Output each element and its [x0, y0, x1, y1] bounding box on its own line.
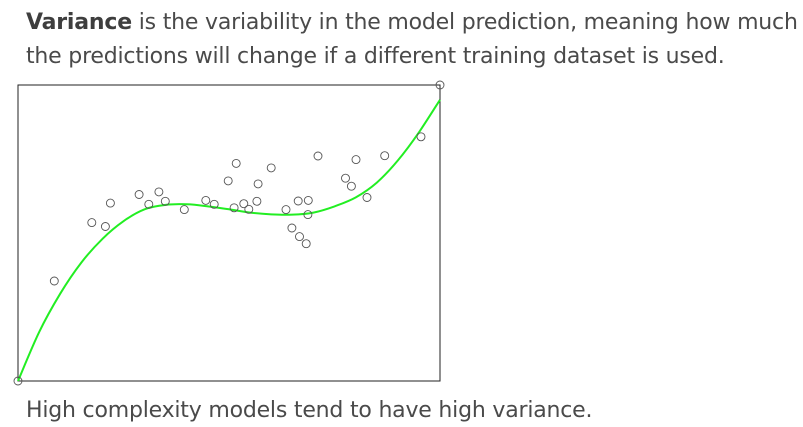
footer-text: High complexity models tend to have high…: [26, 398, 593, 423]
fit-line-layer: [17, 99, 441, 382]
data-point: [244, 204, 254, 214]
data-point: [303, 195, 313, 205]
data-point: [239, 199, 249, 209]
data-point: [105, 198, 115, 208]
data-point: [179, 205, 189, 215]
data-point: [100, 222, 110, 231]
data-point: [266, 163, 276, 173]
data-point: [301, 239, 311, 249]
data-point: [223, 176, 233, 186]
data-point: [346, 181, 356, 191]
data-point: [144, 199, 154, 209]
data-point: [229, 203, 239, 213]
data-point: [435, 80, 445, 90]
data-point: [380, 151, 390, 161]
data-point: [87, 218, 97, 228]
data-point: [160, 196, 170, 206]
data-point: [49, 276, 59, 286]
data-point: [295, 232, 304, 242]
data-point: [201, 195, 211, 205]
data-point: [154, 187, 164, 197]
data-point: [252, 196, 262, 206]
data-point: [416, 132, 426, 142]
intro-paragraph: Variance is the variability in the model…: [26, 6, 801, 74]
intro-bold-term: Variance: [26, 10, 132, 35]
data-point: [13, 376, 23, 386]
data-point: [231, 158, 241, 168]
chart-frame: [17, 84, 441, 382]
data-point: [341, 173, 350, 183]
data-point: [351, 155, 361, 165]
data-point: [287, 223, 297, 233]
intro-rest-text: is the variability in the model predicti…: [26, 10, 798, 69]
data-point: [362, 193, 372, 202]
data-point: [134, 190, 144, 199]
data-point: [253, 179, 263, 189]
data-point: [293, 196, 303, 206]
points-layer: [13, 80, 445, 386]
fit-curve-line: [17, 99, 441, 382]
data-point: [313, 151, 323, 161]
data-point: [281, 205, 291, 215]
data-point: [209, 199, 219, 209]
data-point: [303, 210, 313, 220]
